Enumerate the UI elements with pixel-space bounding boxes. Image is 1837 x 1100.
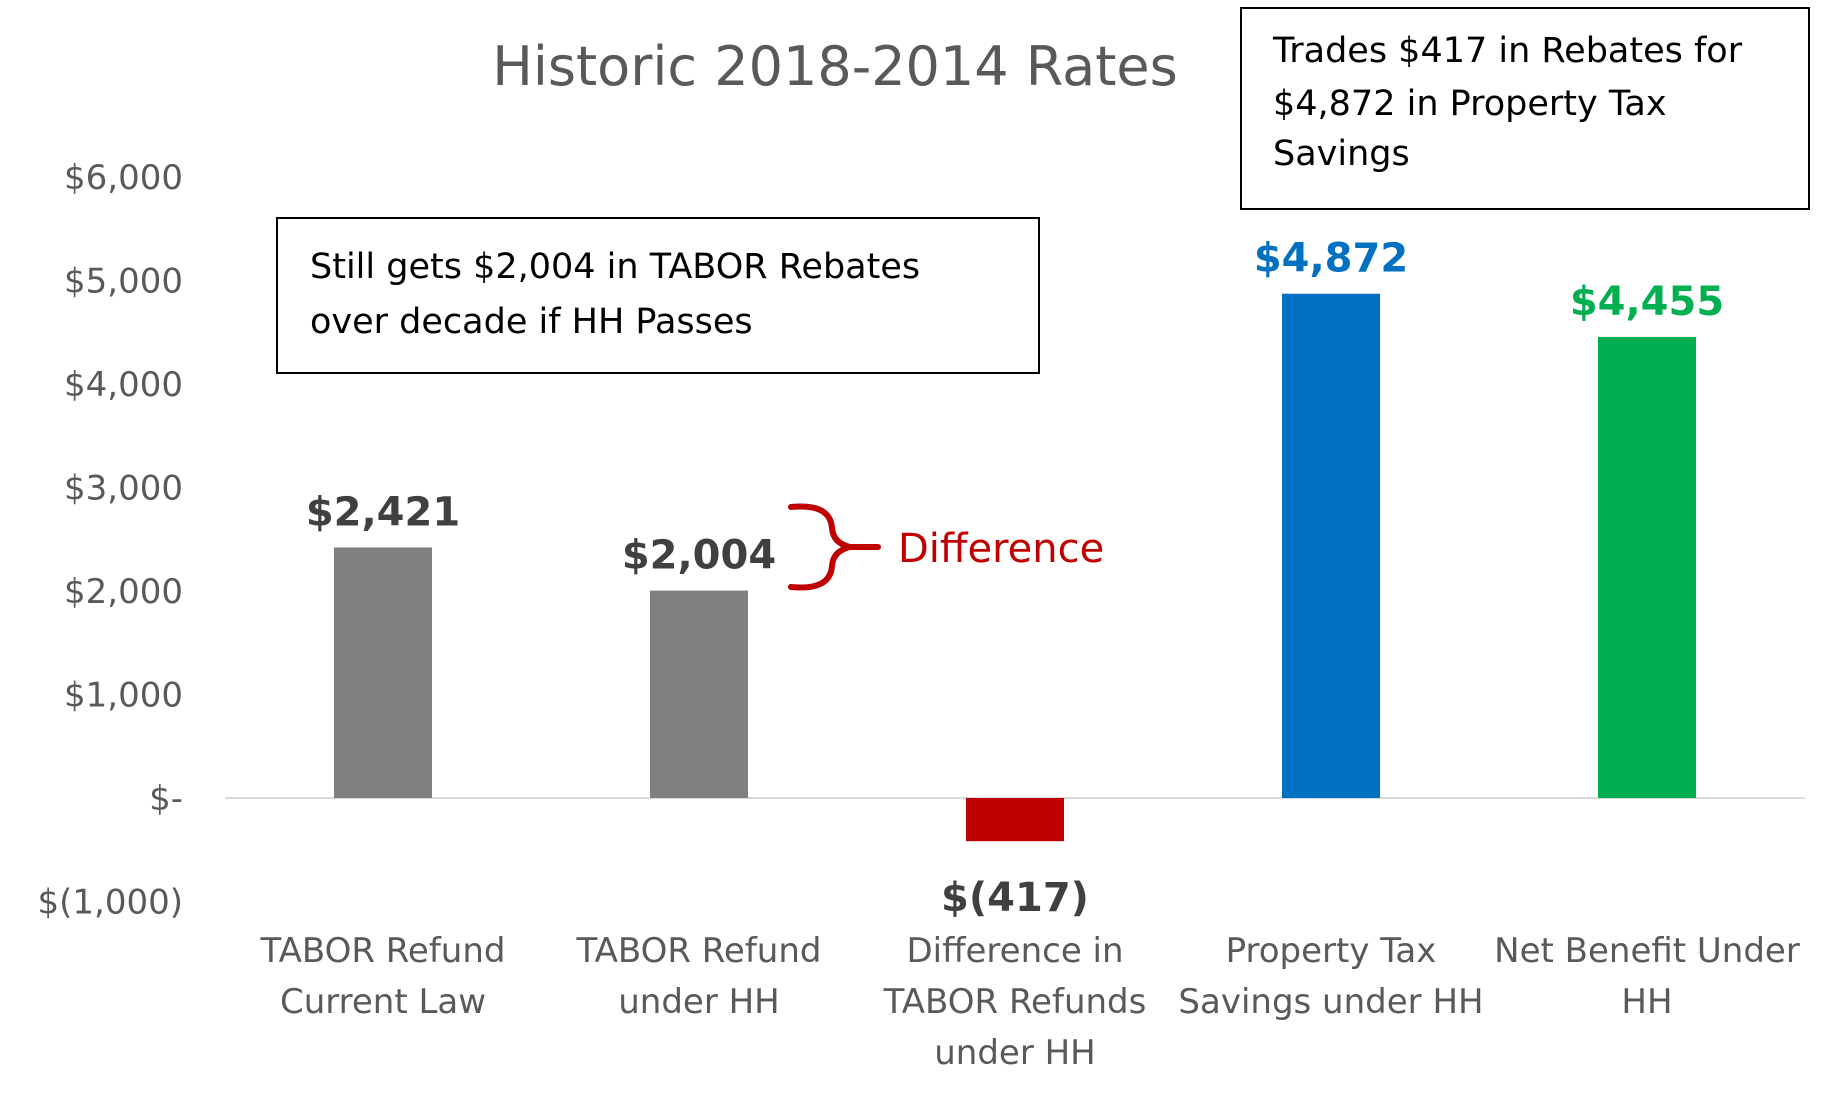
x-category-label: Net Benefit Under bbox=[1494, 931, 1800, 971]
y-tick-label: $1,000 bbox=[64, 676, 183, 716]
y-tick-label: $4,000 bbox=[64, 365, 183, 405]
x-category-label: Property Tax bbox=[1226, 931, 1437, 971]
bar bbox=[334, 547, 432, 798]
data-label: $4,872 bbox=[1254, 236, 1408, 282]
y-tick-label: $5,000 bbox=[64, 262, 183, 302]
bar bbox=[1598, 336, 1696, 798]
annotation-box-rebates: Still gets $2,004 in TABOR Rebates over … bbox=[276, 217, 1040, 374]
data-label: $4,455 bbox=[1570, 279, 1724, 325]
x-category-label: Difference in bbox=[906, 931, 1123, 971]
y-tick-label: $6,000 bbox=[64, 158, 183, 198]
x-category-label: TABOR Refund bbox=[576, 931, 822, 971]
difference-annotation: Difference bbox=[788, 503, 1104, 591]
x-axis: TABOR Refund Current Law TABOR Refund under… bbox=[260, 931, 1800, 1073]
bar bbox=[650, 590, 748, 798]
annotation-box-trade-line-3: Savings bbox=[1273, 134, 1410, 174]
annotation-box-rebates-line-2: over decade if HH Passes bbox=[310, 302, 753, 342]
difference-label: Difference bbox=[898, 526, 1104, 572]
x-category-label: TABOR Refund bbox=[260, 931, 506, 971]
chart-title: Historic 2018-2014 Rates bbox=[492, 35, 1177, 98]
y-tick-label: $2,000 bbox=[64, 572, 183, 612]
y-axis: $(1,000) $- $1,000 $2,000 $3,000 $4,000 $5,000… bbox=[38, 158, 184, 923]
data-label: $(417) bbox=[941, 875, 1089, 921]
x-category-label: TABOR Refunds bbox=[883, 982, 1147, 1022]
y-tick-label: $- bbox=[149, 779, 183, 819]
data-labels: $2,421 $2,004 $(417) $4,872 $4,455 bbox=[306, 236, 1724, 921]
annotation-box-rebates-line-1: Still gets $2,004 in TABOR Rebates bbox=[310, 247, 920, 287]
bar bbox=[1282, 293, 1380, 798]
x-category-label: Savings under HH bbox=[1178, 982, 1483, 1022]
x-category-label: under HH bbox=[618, 982, 780, 1022]
x-category-label: Current Law bbox=[280, 982, 486, 1022]
annotation-box-trade-line-2: $4,872 in Property Tax bbox=[1273, 84, 1667, 124]
bar bbox=[966, 798, 1064, 842]
difference-brace bbox=[788, 503, 881, 591]
bars bbox=[334, 293, 1696, 842]
data-label: $2,004 bbox=[622, 533, 776, 579]
x-category-label: HH bbox=[1621, 982, 1672, 1022]
y-tick-label: $(1,000) bbox=[38, 883, 184, 923]
x-category-label: under HH bbox=[934, 1033, 1096, 1073]
y-tick-label: $3,000 bbox=[64, 469, 183, 509]
annotation-box-trade: Trades $417 in Rebates for $4,872 in Pro… bbox=[1240, 7, 1810, 210]
annotation-box-trade-line-1: Trades $417 in Rebates for bbox=[1272, 31, 1743, 71]
data-label: $2,421 bbox=[306, 489, 460, 535]
